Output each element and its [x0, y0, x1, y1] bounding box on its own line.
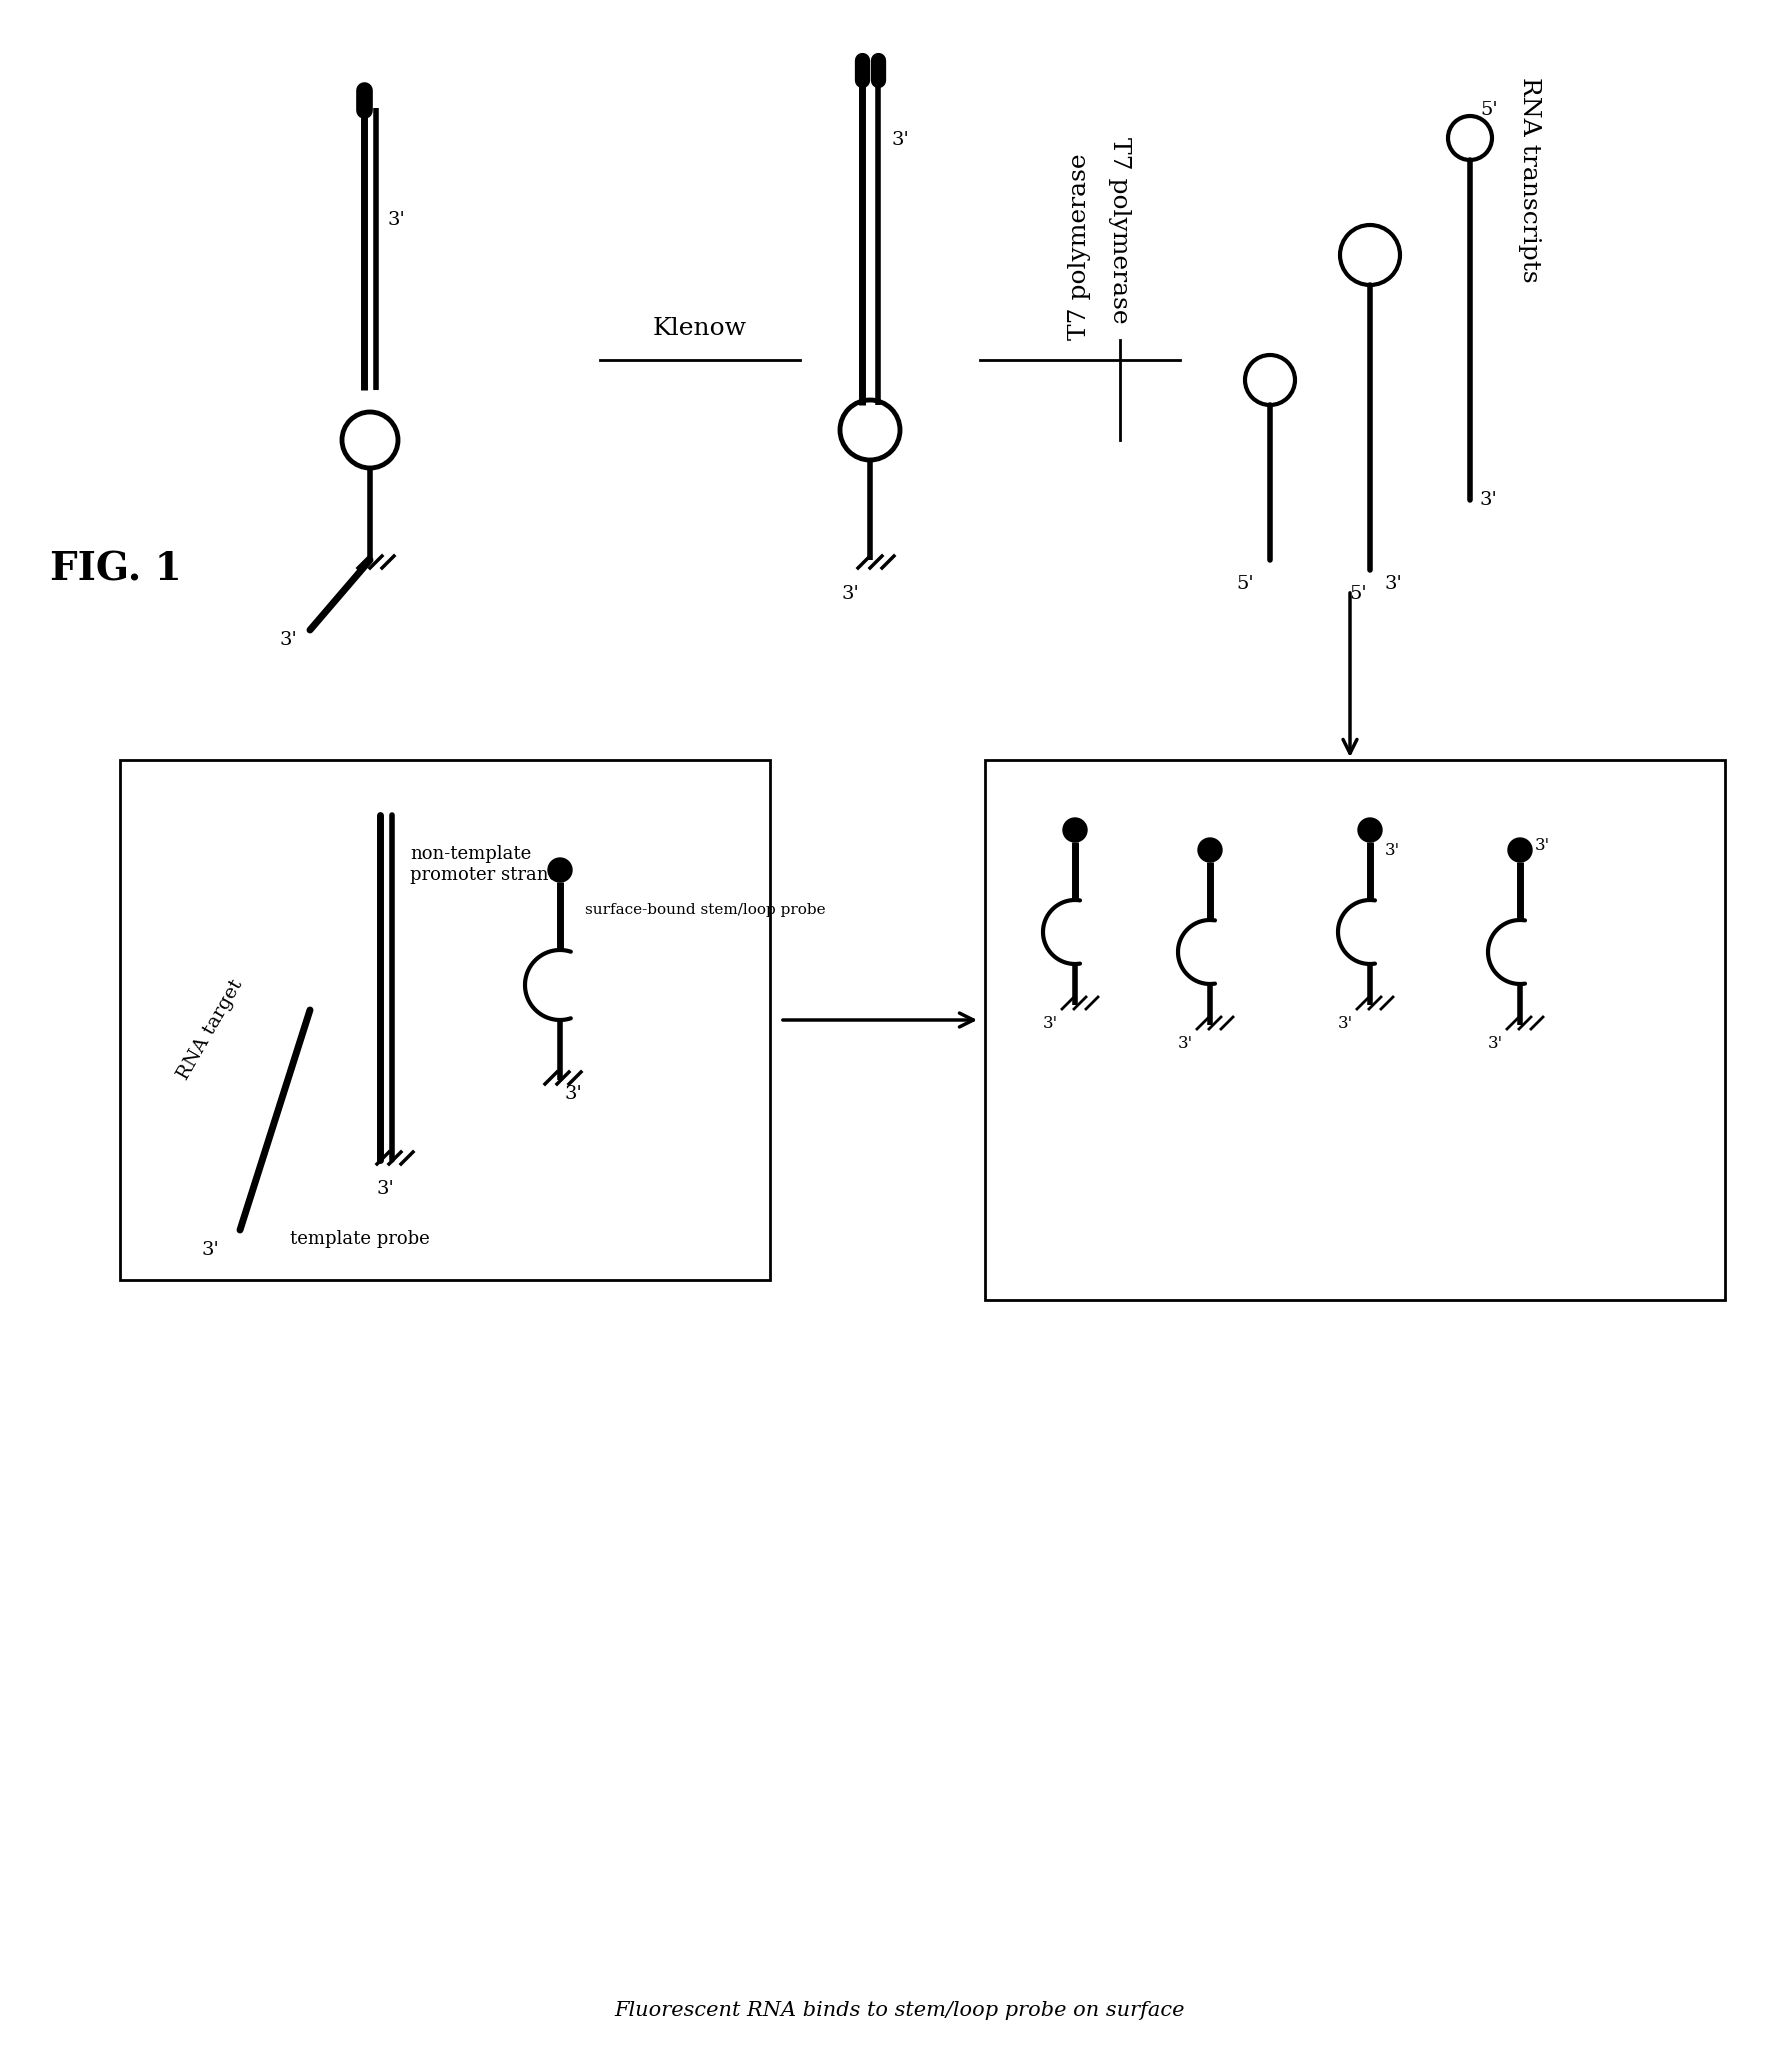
Text: 3': 3' [1336, 1014, 1353, 1033]
Circle shape [547, 859, 572, 881]
Text: 3': 3' [1534, 836, 1549, 854]
Text: RNA target: RNA target [175, 977, 246, 1084]
Text: Fluorescent RNA binds to stem/loop probe on surface: Fluorescent RNA binds to stem/loop probe… [615, 2000, 1185, 2020]
Text: 5': 5' [1349, 586, 1367, 602]
FancyBboxPatch shape [119, 760, 770, 1281]
Text: 3': 3' [891, 131, 909, 150]
Text: 3': 3' [1385, 842, 1399, 859]
Text: surface-bound stem/loop probe: surface-bound stem/loop probe [584, 904, 825, 918]
Circle shape [1062, 818, 1087, 842]
Text: FIG. 1: FIG. 1 [50, 549, 182, 588]
Text: 3': 3' [1385, 576, 1402, 592]
Text: non-template
promoter strand: non-template promoter strand [410, 844, 560, 883]
Circle shape [1508, 838, 1531, 863]
Text: 3': 3' [841, 586, 859, 602]
Text: 3': 3' [1176, 1035, 1192, 1051]
Text: T7 polymerase: T7 polymerase [1108, 137, 1132, 324]
Circle shape [1198, 838, 1221, 863]
Text: 3': 3' [376, 1180, 394, 1199]
Text: 3': 3' [565, 1086, 583, 1102]
Text: 3': 3' [280, 631, 298, 650]
Text: 3': 3' [201, 1242, 219, 1258]
Text: 3': 3' [1479, 492, 1497, 508]
Text: template probe: template probe [290, 1229, 429, 1248]
Circle shape [1358, 818, 1381, 842]
Text: 3': 3' [1042, 1014, 1057, 1033]
Text: T7 polymerase: T7 polymerase [1067, 154, 1091, 340]
FancyBboxPatch shape [984, 760, 1723, 1299]
Text: 5': 5' [1235, 576, 1253, 592]
Text: 5': 5' [1479, 100, 1497, 119]
Text: 3': 3' [1486, 1035, 1502, 1051]
Text: Klenow: Klenow [652, 318, 747, 340]
Text: 3': 3' [388, 211, 406, 229]
Text: RNA transcripts: RNA transcripts [1518, 78, 1541, 283]
